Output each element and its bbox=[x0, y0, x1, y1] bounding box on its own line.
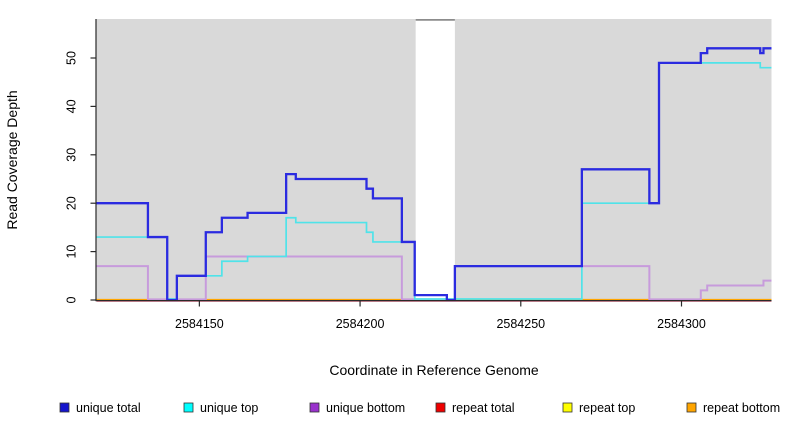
x-tick-label: 2584300 bbox=[657, 317, 706, 331]
legend-label: repeat total bbox=[452, 401, 515, 415]
x-axis-title: Coordinate in Reference Genome bbox=[329, 362, 539, 378]
series-line-unique-total bbox=[96, 47, 772, 302]
x-tick-label: 2584250 bbox=[496, 317, 545, 331]
y-axis-title: Read Coverage Depth bbox=[4, 90, 20, 229]
legend-item-repeat-total: repeat total bbox=[435, 401, 515, 415]
legend-swatch bbox=[686, 402, 697, 413]
legend-swatch bbox=[59, 402, 70, 413]
y-tick-label: 30 bbox=[64, 148, 78, 162]
y-tick-label: 10 bbox=[64, 245, 78, 259]
legend-swatch bbox=[183, 402, 194, 413]
masked-region-band bbox=[415, 19, 455, 300]
legend-item-unique-top: unique top bbox=[183, 401, 258, 415]
legend-label: repeat bottom bbox=[703, 401, 780, 415]
y-tick-label: 20 bbox=[64, 196, 78, 210]
y-tick-label: 50 bbox=[64, 51, 78, 65]
legend-label: unique top bbox=[200, 401, 258, 415]
x-tick-label: 2584200 bbox=[336, 317, 385, 331]
legend-label: unique total bbox=[76, 401, 141, 415]
legend-item-repeat-top: repeat top bbox=[562, 401, 635, 415]
legend-label: repeat top bbox=[579, 401, 635, 415]
legend-swatch bbox=[309, 402, 320, 413]
legend-item-unique-total: unique total bbox=[59, 401, 141, 415]
legend-item-unique-bottom: unique bottom bbox=[309, 401, 405, 415]
legend-swatch bbox=[562, 402, 573, 413]
x-tick-label: 2584150 bbox=[175, 317, 224, 331]
legend-label: unique bottom bbox=[326, 401, 405, 415]
y-tick-label: 40 bbox=[64, 99, 78, 113]
legend-swatch bbox=[435, 402, 446, 413]
y-tick-label: 0 bbox=[64, 296, 78, 303]
legend-item-repeat-bottom: repeat bottom bbox=[686, 401, 780, 415]
